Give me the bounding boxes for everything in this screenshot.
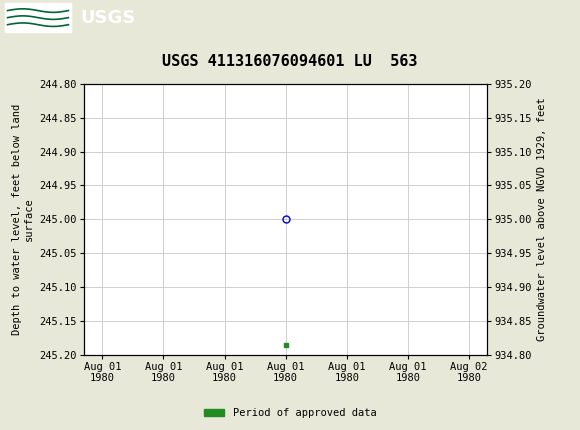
Legend: Period of approved data: Period of approved data	[200, 404, 380, 423]
Y-axis label: Depth to water level, feet below land
surface: Depth to water level, feet below land su…	[13, 104, 34, 335]
FancyBboxPatch shape	[5, 3, 71, 32]
Text: USGS: USGS	[80, 9, 135, 27]
Text: USGS 411316076094601 LU  563: USGS 411316076094601 LU 563	[162, 54, 418, 69]
Y-axis label: Groundwater level above NGVD 1929, feet: Groundwater level above NGVD 1929, feet	[537, 98, 547, 341]
